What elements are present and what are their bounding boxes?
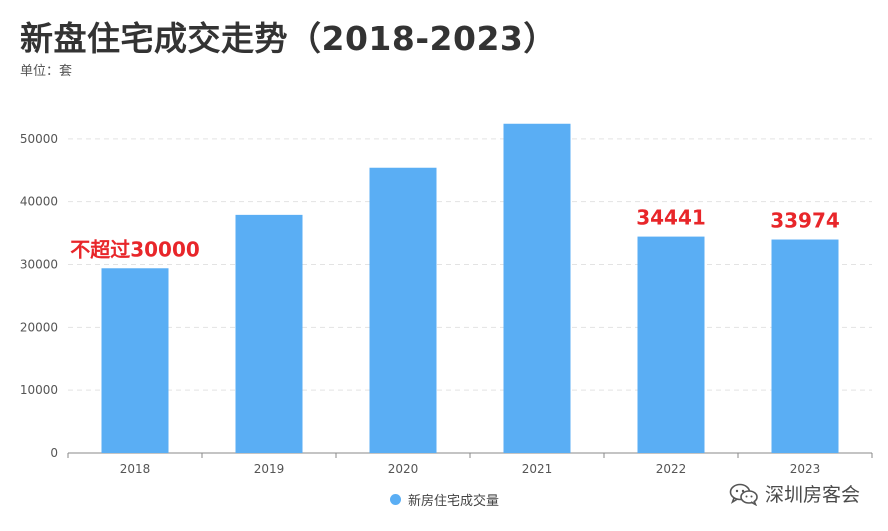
watermark-text: 深圳房客会 [764,484,860,506]
legend-label: 新房住宅成交量 [408,494,500,509]
y-tick-label: 0 [50,446,58,460]
bar-2019 [235,214,303,453]
x-tick-label: 2021 [522,462,553,476]
x-tick-label: 2020 [388,462,419,476]
x-tick-label: 2022 [656,462,687,476]
legend-swatch [390,494,401,505]
y-tick-label: 20000 [20,320,58,334]
bar-2018 [101,268,169,453]
chart-title: 新盘住宅成交走势（2018-2023） [20,19,557,58]
bar-2023 [771,239,839,453]
y-tick-label: 40000 [20,195,58,209]
annotation-2018: 不超过30000 [70,237,200,261]
x-tick-label: 2018 [120,462,151,476]
y-tick-label: 10000 [20,383,58,397]
bar-2021 [503,123,571,454]
annotation-2022: 34441 [636,206,706,230]
bar-2020 [369,167,437,453]
watermark: 深圳房客会 [729,480,860,507]
legend[interactable]: 新房住宅成交量 [390,490,499,509]
bar-2022 [637,236,705,453]
unit-label: 单位：套 [20,64,73,79]
x-tick-label: 2023 [790,462,821,476]
annotation-2023: 33974 [770,209,840,233]
y-tick-label: 50000 [20,132,58,146]
y-tick-label: 30000 [20,258,58,272]
wechat-icon [729,483,758,506]
x-tick-label: 2019 [254,462,285,476]
